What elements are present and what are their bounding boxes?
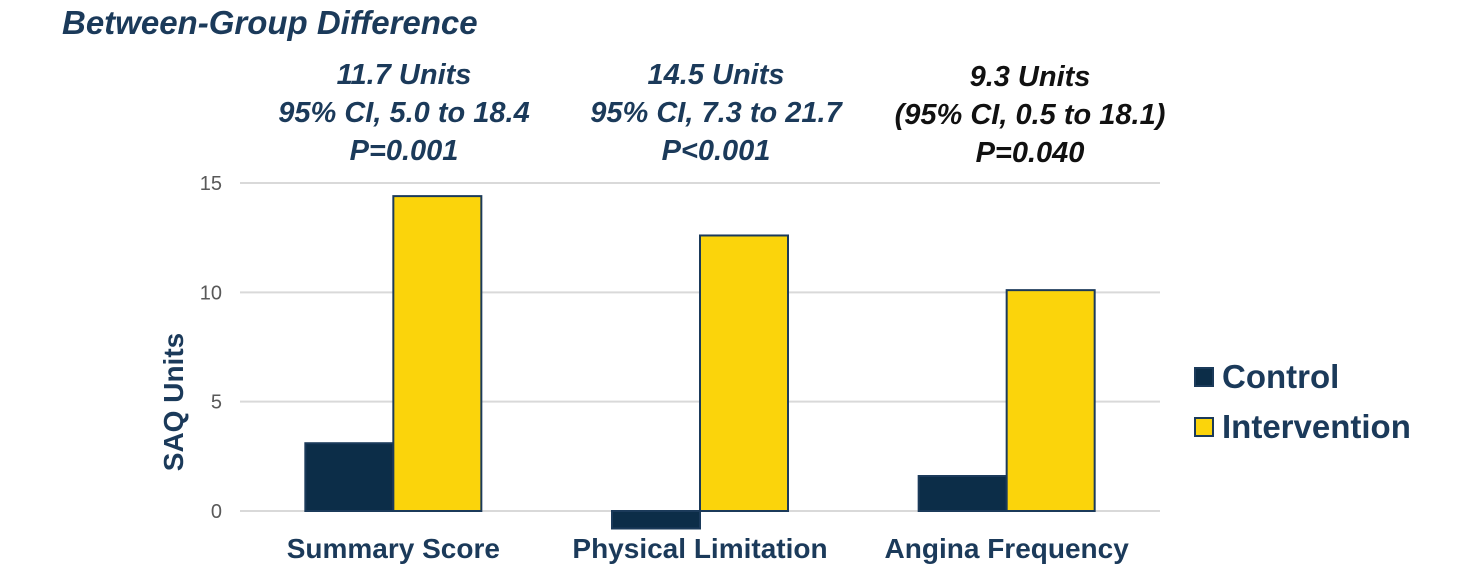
legend: Control Intervention <box>1194 352 1411 452</box>
x-tick-label: Physical Limitation <box>572 533 827 564</box>
annotation-p-value: P<0.001 <box>661 135 771 167</box>
chart-title: Between-Group Difference <box>62 4 478 41</box>
bar-intervention-physical-limitation <box>699 234 789 512</box>
bar-control-physical-limitation <box>611 510 701 530</box>
bars <box>304 195 1096 530</box>
annotation-p-value: P=0.001 <box>349 135 459 167</box>
bar-intervention-summary-score <box>392 195 483 512</box>
bar-control-angina-frequency <box>917 475 1008 513</box>
legend-label-control: Control <box>1222 358 1340 395</box>
bar-intervention-angina-frequency <box>1005 289 1096 512</box>
legend-swatch-intervention <box>1194 417 1214 437</box>
legend-swatch-control <box>1194 367 1214 387</box>
annotation-p-value: P=0.040 <box>975 137 1085 169</box>
annotation-difference: 11.7 Units <box>336 59 472 91</box>
annotation-confidence-interval: 95% CI, 7.3 to 21.7 <box>590 97 842 129</box>
legend-label-intervention: Intervention <box>1222 408 1411 445</box>
annotation-difference: 14.5 Units <box>647 59 785 91</box>
y-tick-label: 15 <box>200 173 222 195</box>
angina-frequency-annotation: 9.3 Units (95% CI, 0.5 to 18.1) P=0.040 <box>860 58 1200 172</box>
bar-control-summary-score <box>304 442 395 513</box>
physical-limitation-annotation: 14.5 Units 95% CI, 7.3 to 21.7 P<0.001 <box>546 56 886 170</box>
legend-item-control: Control <box>1194 352 1411 402</box>
y-tick-label: 0 <box>211 501 222 523</box>
summary-score-annotation: 11.7 Units 95% CI, 5.0 to 18.4 P=0.001 <box>234 56 574 170</box>
annotation-confidence-interval: (95% CI, 0.5 to 18.1) <box>894 99 1166 131</box>
y-axis-label: SAQ Units <box>158 333 189 471</box>
x-tick-label: Summary Score <box>287 533 500 564</box>
axes: 0 5 10 15 Summary Score Physical Limitation An… <box>200 173 1129 564</box>
y-tick-label: 10 <box>200 282 222 304</box>
y-tick-label: 5 <box>211 392 222 414</box>
annotation-difference: 9.3 Units <box>969 61 1091 93</box>
legend-item-intervention: Intervention <box>1194 402 1411 452</box>
annotation-confidence-interval: 95% CI, 5.0 to 18.4 <box>278 97 530 129</box>
x-tick-label: Angina Frequency <box>885 533 1130 564</box>
